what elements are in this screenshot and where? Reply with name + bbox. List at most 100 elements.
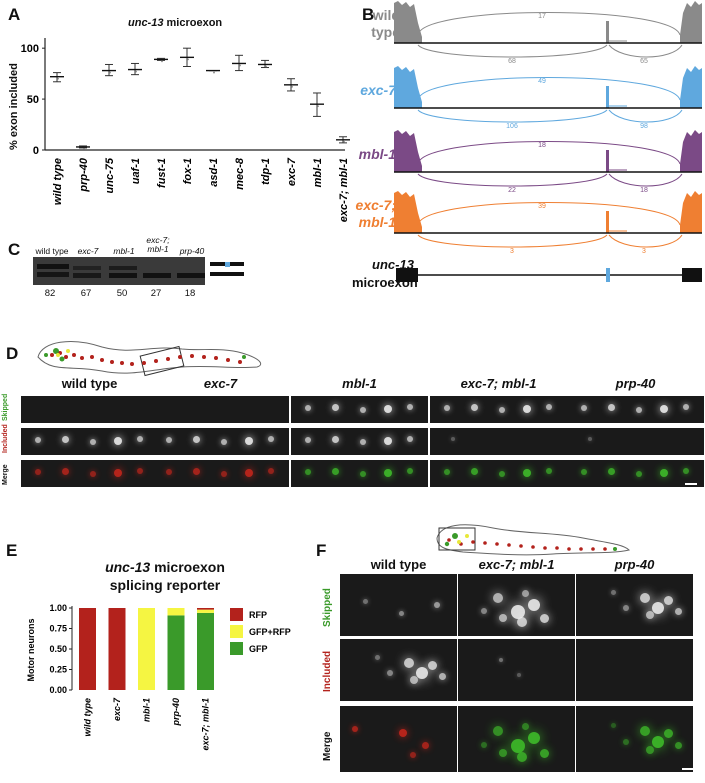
- track-label: mbl-1: [358, 146, 396, 162]
- junction-count-left: 22: [508, 187, 516, 194]
- track-label: wild type: [371, 7, 400, 40]
- cell-signal: [608, 468, 616, 476]
- bar-segment: [79, 608, 96, 690]
- cell-signal: [384, 405, 393, 414]
- row-label: Skipped: [322, 588, 333, 627]
- cell-signal: [498, 470, 505, 477]
- micrograph-skipped: [567, 396, 704, 423]
- cell-signal: [516, 673, 521, 678]
- gel-lane-label: exc-7; mbl-1: [146, 235, 170, 254]
- cell-signal: [62, 436, 70, 444]
- cell-signal: [510, 605, 525, 619]
- bar-segment: [197, 608, 214, 610]
- panel-e-title-rest: microexon: [150, 559, 225, 575]
- panel-a-title-gene: unc-13: [128, 17, 164, 29]
- legend-label: GFP: [249, 644, 268, 654]
- cell-signal: [407, 436, 414, 443]
- micrograph-included: [340, 639, 457, 701]
- y-tick-label: 0.25: [49, 665, 67, 675]
- junction-count-right: 3: [642, 248, 646, 255]
- cell-signal: [663, 595, 673, 605]
- panel-b-sashimi: 17 68 65 49 106 98 18 22 18 39 3 3: [394, 1, 702, 282]
- micrograph-merge: [291, 460, 428, 487]
- cell-signal: [375, 654, 381, 660]
- coverage-peak-right: [680, 1, 702, 43]
- cell-signal: [245, 469, 254, 478]
- micrograph-skipped: [576, 574, 693, 636]
- micrograph-included: [458, 639, 575, 701]
- cell-signal: [516, 617, 527, 628]
- y-tick-label: 1.00: [49, 603, 67, 613]
- junction-count-top: 17: [538, 13, 546, 20]
- panel-e-title: unc-13 microexon splicing reporter: [55, 558, 275, 594]
- bar-segment: [167, 615, 185, 690]
- junction-arc-left: [417, 173, 608, 187]
- junction-count-right: 65: [640, 58, 648, 65]
- cell-signal: [114, 469, 123, 478]
- cell-signal: [471, 468, 479, 476]
- cell-signal: [137, 468, 144, 475]
- cell-signal: [34, 469, 41, 476]
- cell-signal: [363, 598, 369, 604]
- cell-signal: [493, 725, 504, 736]
- gel-band: [73, 273, 101, 278]
- bar-segment: [138, 608, 155, 690]
- cell-signal: [433, 601, 440, 608]
- cell-signal: [384, 469, 393, 478]
- gel-band-included: [37, 264, 69, 269]
- micrograph-merge: [430, 460, 567, 487]
- coverage-microexon: [606, 86, 609, 108]
- gel-image: [33, 257, 205, 285]
- data-point: [317, 105, 319, 108]
- coverage-peak-right: [680, 66, 702, 108]
- micrograph-merge: [340, 706, 457, 772]
- gel-lane-label: exc-7: [77, 246, 99, 256]
- cell-signal: [410, 752, 417, 759]
- micrograph-skipped: [152, 396, 289, 423]
- gene-model-exon-right: [682, 268, 702, 282]
- cell-signal: [220, 470, 227, 477]
- column-label: wild type: [61, 376, 118, 391]
- cell-signal: [640, 592, 651, 603]
- cell-signal: [268, 468, 275, 475]
- coverage-peak-left: [394, 130, 422, 172]
- x-tick-label: exc-7; mbl-1: [338, 158, 350, 222]
- cell-signal: [608, 404, 616, 412]
- cell-signal: [611, 589, 617, 595]
- legend-swatch: [230, 608, 243, 621]
- cell-signal: [359, 406, 366, 413]
- coverage-microexon: [606, 150, 609, 172]
- cell-signal: [268, 436, 275, 443]
- gene-model-exon-left: [396, 268, 418, 282]
- micrograph-included: [430, 428, 567, 455]
- cell-signal: [410, 676, 419, 685]
- cell-signal: [416, 666, 429, 679]
- micrograph-skipped: [458, 574, 575, 636]
- data-point: [83, 148, 85, 150]
- cell-signal: [359, 470, 366, 477]
- gel-lane-label: mbl-1: [113, 246, 135, 256]
- legend-label: GFP+RFP: [249, 627, 291, 637]
- row-label: Included: [322, 650, 333, 692]
- cell-signal: [398, 611, 404, 617]
- cell-signal: [528, 732, 541, 745]
- cell-signal: [510, 739, 525, 753]
- y-tick-label: 100: [21, 43, 39, 55]
- cell-signal: [516, 752, 527, 763]
- cell-signal: [450, 437, 455, 442]
- x-tick-label: asd-1: [208, 158, 220, 187]
- cell-signal: [640, 725, 651, 736]
- cell-signal: [89, 438, 96, 445]
- cell-signal: [137, 436, 144, 443]
- gel-lane-value: 50: [116, 288, 128, 299]
- panel-label-a: A: [8, 5, 21, 24]
- column-label: prp-40: [614, 557, 655, 572]
- row-label: Merge: [322, 731, 333, 761]
- cell-signal: [384, 437, 393, 446]
- schematic-skipped: [210, 272, 244, 276]
- junction-count-top: 18: [538, 142, 546, 149]
- cell-signal: [622, 739, 629, 745]
- cell-signal: [407, 468, 414, 475]
- junction-count-right: 18: [640, 187, 648, 194]
- coverage-peak-right: [680, 130, 702, 172]
